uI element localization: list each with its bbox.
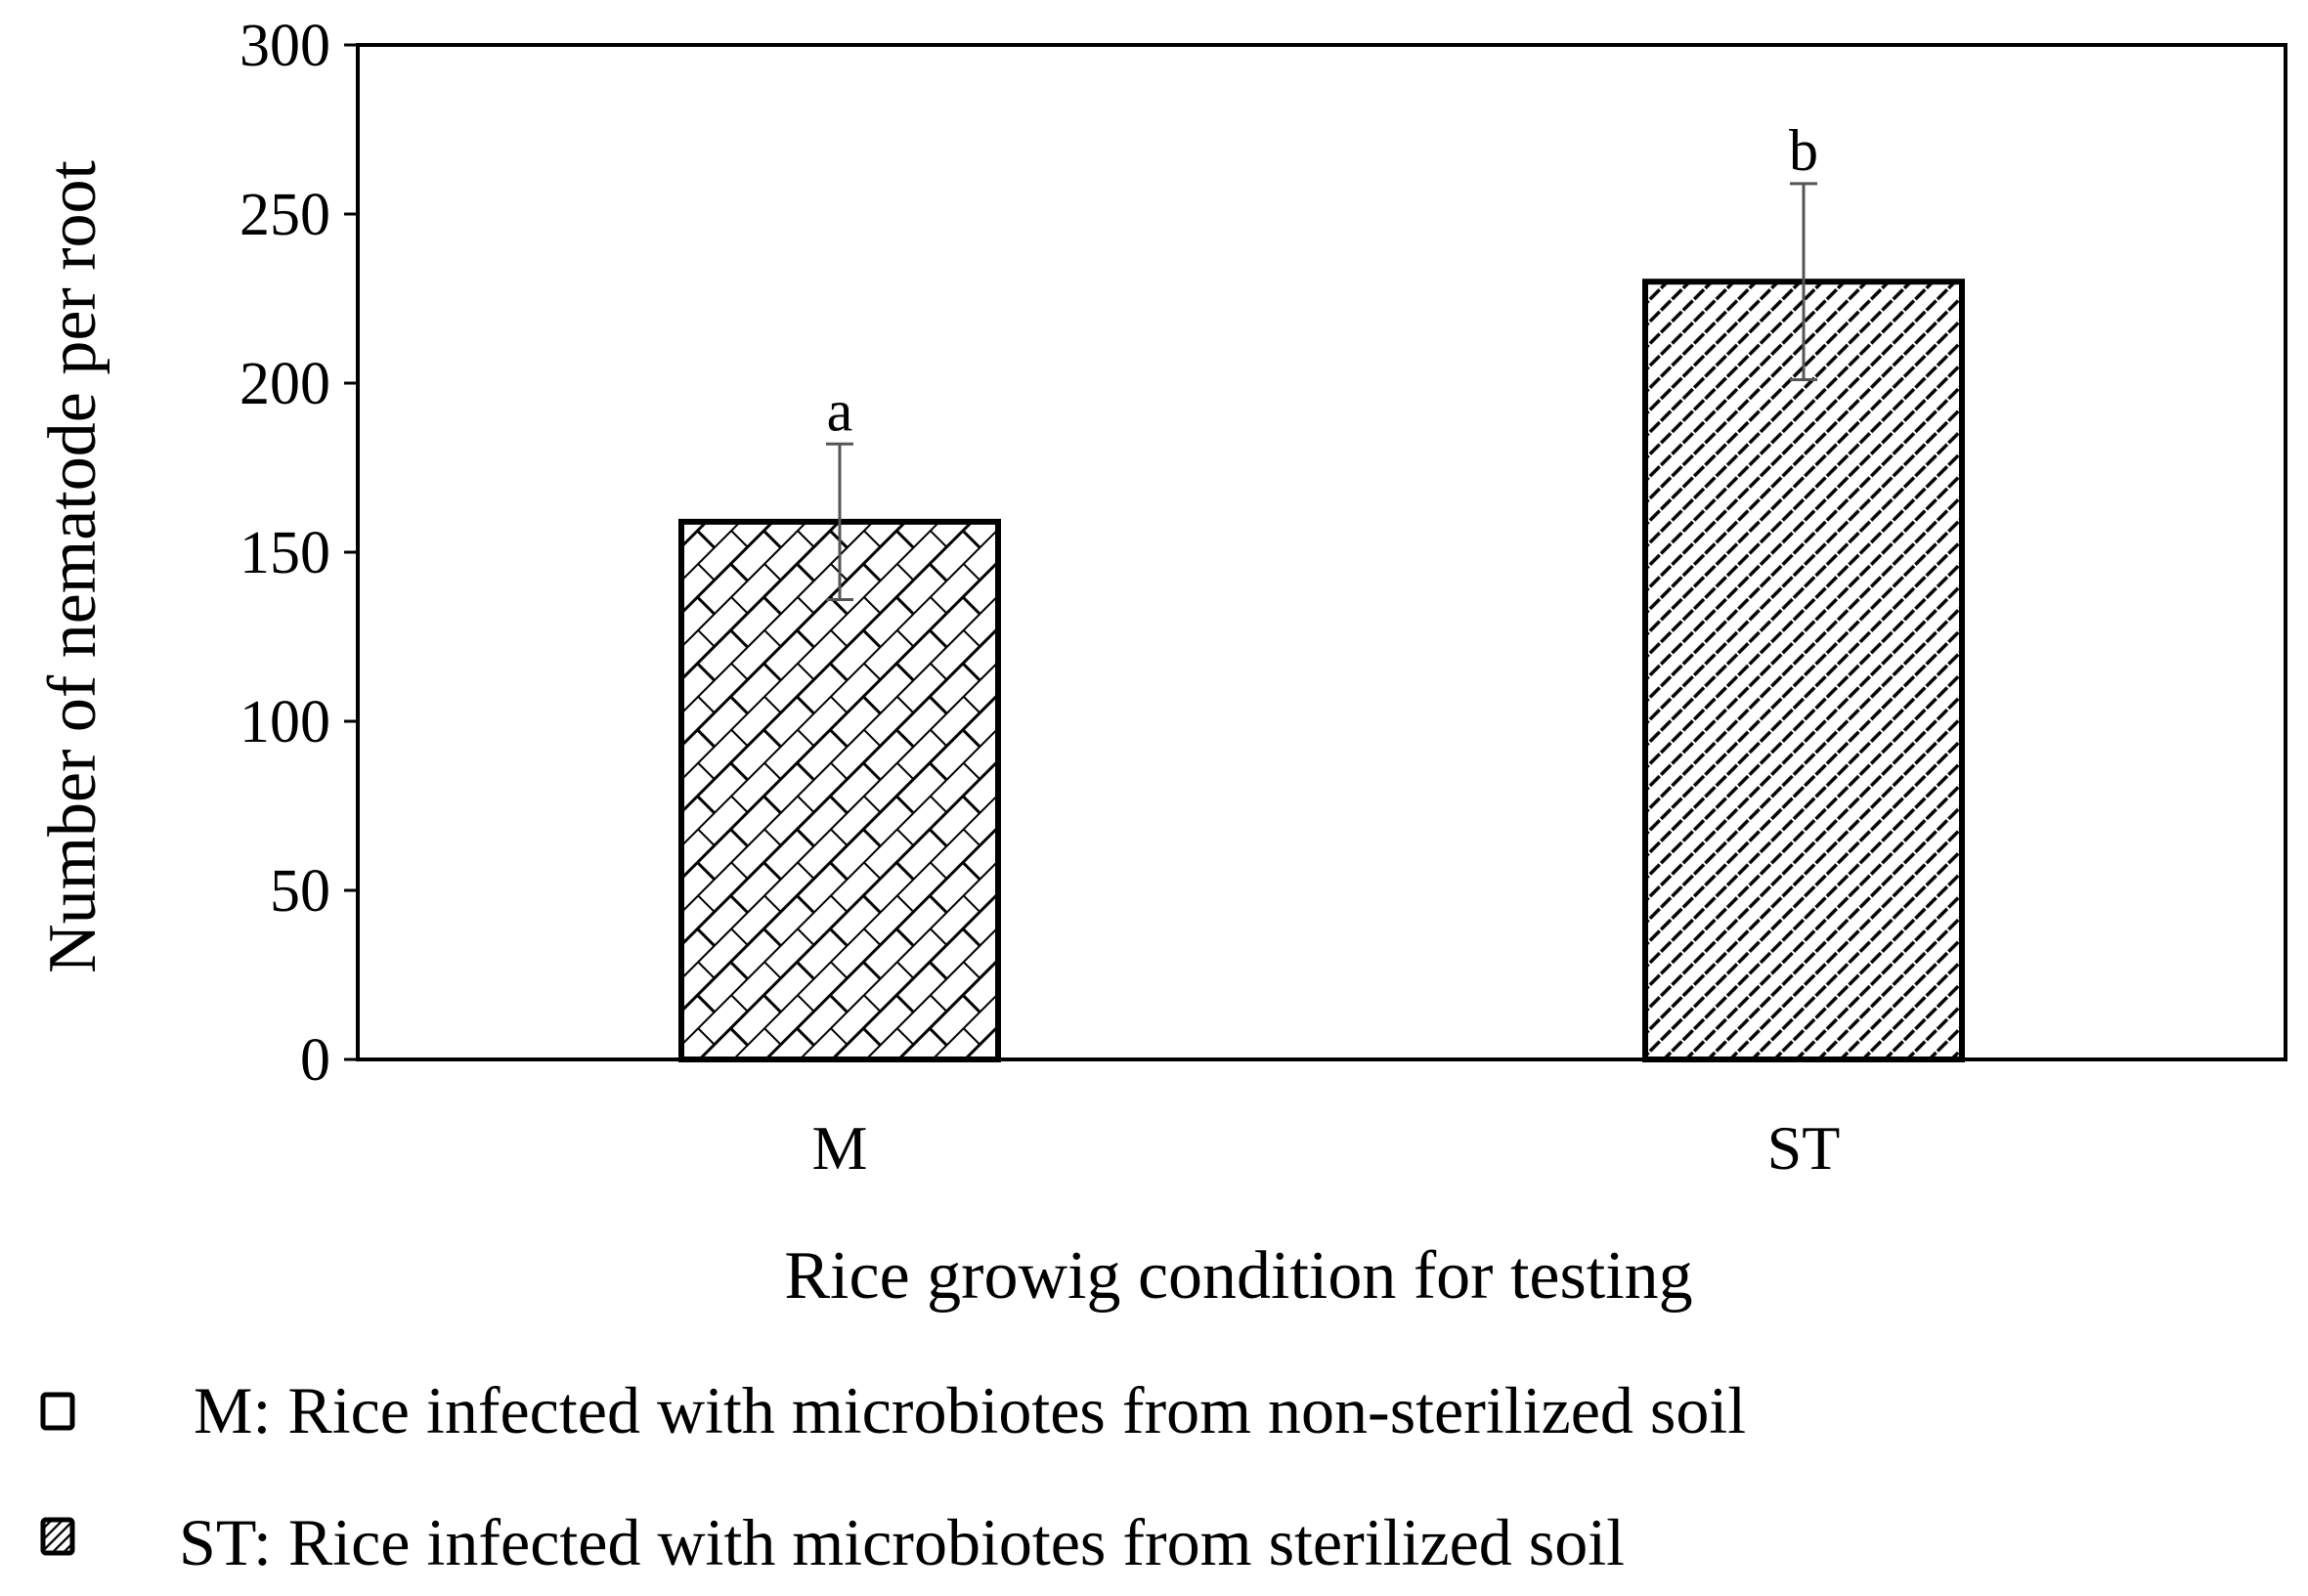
legend-text-st: ST: Rice infected with microbiotes from …: [179, 1505, 1625, 1579]
bar-m: [678, 518, 1001, 1062]
legend-text-m: M: Rice infected with microbiotes from n…: [194, 1373, 1746, 1447]
y-tick-label: 300: [240, 13, 330, 79]
significance-label-st: b: [1789, 118, 1818, 183]
legend-item-st: ST: Rice infected with microbiotes from …: [40, 1505, 1625, 1579]
y-tick-label: 100: [240, 689, 330, 755]
x-axis-title: Rice growig condition for testing: [784, 1238, 1692, 1314]
y-tick-label: 200: [240, 351, 330, 417]
y-axis-title: Number of nematode per root: [35, 159, 110, 972]
legend: M: Rice infected with microbiotes from n…: [40, 1373, 1746, 1579]
y-tick-label: 150: [240, 520, 330, 586]
significance-label-m: a: [827, 378, 853, 443]
legend-item-m: M: Rice infected with microbiotes from n…: [40, 1373, 1746, 1447]
y-tick-label: 0: [300, 1027, 330, 1094]
y-axis: 0 50 100 150 200 250 300: [240, 13, 358, 1094]
bars: ab: [678, 118, 1965, 1062]
plot-area-frame: [356, 43, 2287, 1061]
y-tick-label: 250: [240, 182, 330, 248]
x-category-label-m: M: [812, 1113, 868, 1183]
legend-open-square-icon: [40, 1392, 75, 1431]
x-axis: M ST: [812, 1113, 1841, 1183]
bar-st: [1642, 279, 1965, 1062]
y-tick-label: 50: [270, 858, 330, 925]
x-category-label-st: ST: [1767, 1113, 1841, 1183]
legend-hatched-square-icon: [40, 1517, 75, 1556]
